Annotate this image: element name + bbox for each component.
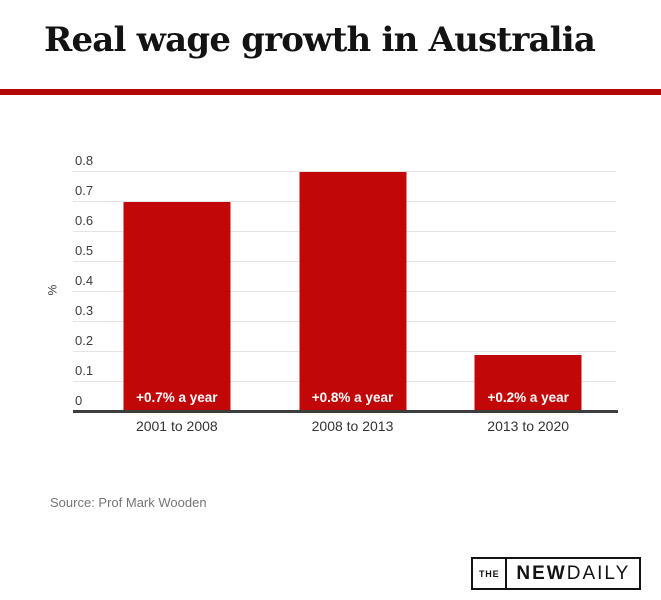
bar-2008-to-2013: +0.8% a year [299,172,406,412]
y-tick-label: 0.7 [75,183,94,198]
logo-wordmark: NEW DAILY [507,559,639,588]
y-tick-label: 0.6 [75,213,94,228]
accent-rule [0,89,661,95]
newdaily-logo: THE NEW DAILY [471,557,642,590]
logo-new: NEW [516,562,567,584]
y-tick-label: 0.2 [75,333,94,348]
bar-value-label: +0.2% a year [487,390,569,405]
bar-value-label: +0.7% a year [136,390,218,405]
bars-container: +0.7% a year +0.8% a year +0.2% a year [89,172,616,412]
bar-slot: +0.8% a year [265,172,441,412]
bar-2013-to-2020: +0.2% a year [474,355,582,412]
bar-slot: +0.7% a year [89,172,265,412]
y-tick-label: 0 [75,393,83,408]
y-tick-label: 0.3 [75,303,94,318]
x-tick-label: 2001 to 2008 [135,418,218,434]
logo-daily: DAILY [566,562,631,584]
x-tick-label: 2008 to 2013 [311,418,394,434]
chart-title: Real wage growth in Australia [44,20,596,60]
gridline [73,171,616,172]
bar-2001-to-2008: +0.7% a year [123,202,231,412]
source-note: Source: Prof Mark Wooden [50,495,207,510]
x-axis-labels: 2001 to 2008 2008 to 2013 2013 to 2020 [89,418,616,434]
y-axis-unit-label: % [45,284,60,296]
y-tick-label: 0.5 [75,243,94,258]
x-tick-label: 2013 to 2020 [487,418,570,434]
y-tick-label: 0.1 [75,363,94,378]
x-axis-line [73,410,618,413]
logo-the: THE [473,559,508,588]
y-tick-label: 0.4 [75,273,94,288]
plot-area: +0.7% a year +0.8% a year +0.2% a year 0 0.… [73,154,618,413]
bar-value-label: +0.8% a year [311,390,394,405]
y-tick-label: 0.8 [75,153,94,168]
bar-slot: +0.2% a year [440,172,616,412]
